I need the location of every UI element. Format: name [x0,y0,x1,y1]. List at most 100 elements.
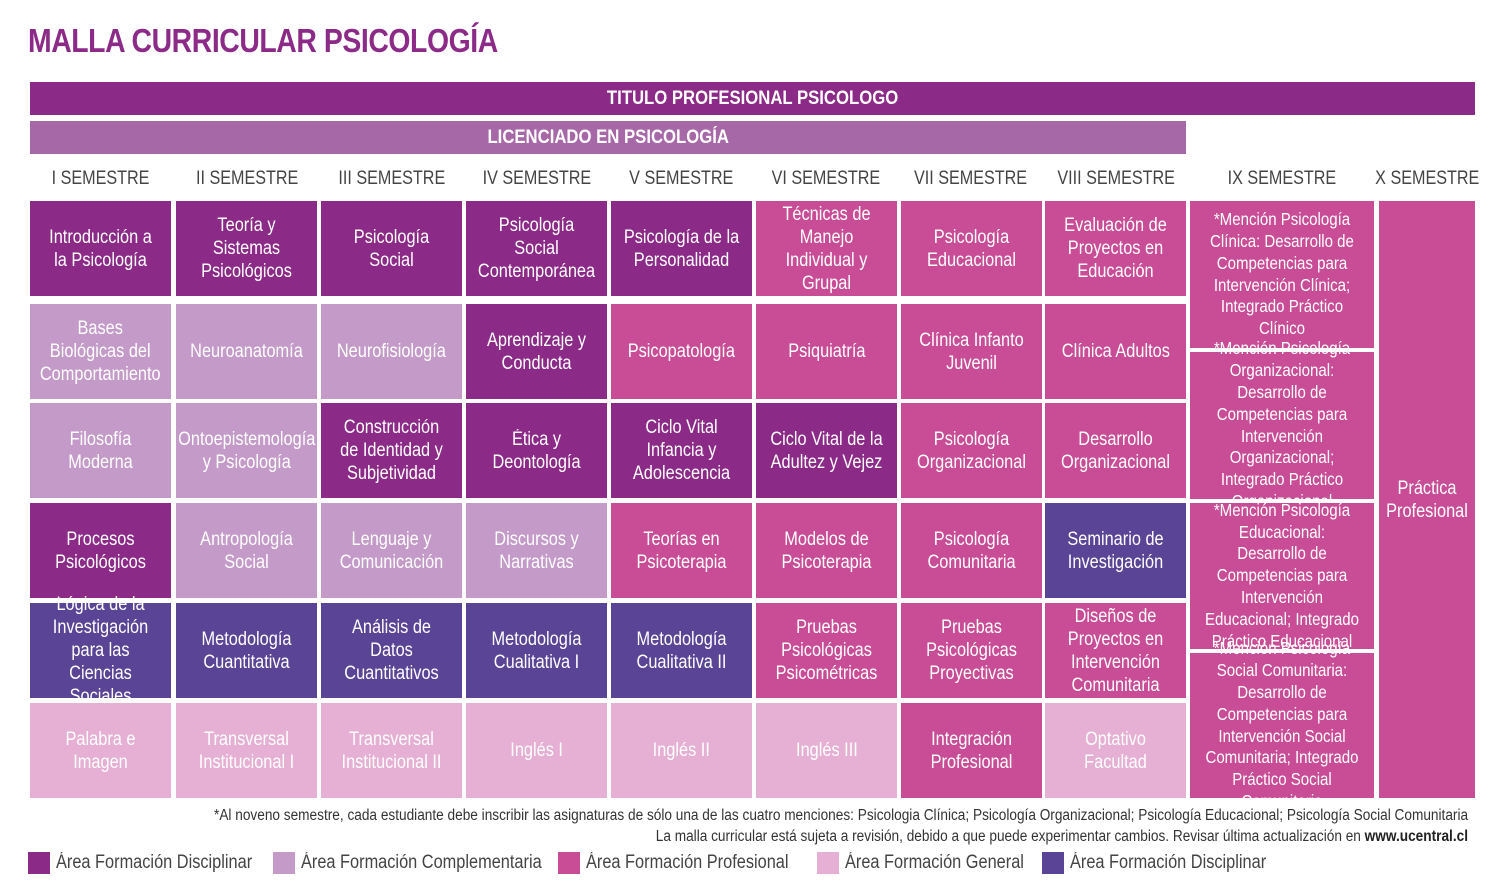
course-name: Construcción de Identidad y Subjetividad [340,417,443,484]
course-name: Transversal Institucional I [198,728,295,773]
course-cell: Psicología de la Personalidad [611,201,752,296]
legend-label: Área Formación General [845,852,1024,873]
course-cell: Psicopatología [611,304,752,399]
footnote-revision-text: La malla curricular está sujeta a revisi… [655,828,1365,845]
course-name: Teorías en Psicoterapia [636,528,727,573]
course-cell: Ciclo Vital de la Adultez y Vejez [756,403,897,498]
course-cell: Introducción a la Psicología [30,201,171,296]
semester-header: X SEMESTRE [1357,164,1497,194]
mencion-text: *Mención Psicología Educacional: Desarro… [1205,499,1359,651]
course-name: Pruebas Psicológicas Psicométricas [775,617,878,684]
course-name: Inglés II [652,740,711,761]
course-cell: Pruebas Psicológicas Psicométricas [756,603,897,698]
course-name: Psicología Organizacional [916,428,1027,473]
semester-header: I SEMESTRE [31,164,171,194]
course-cell: Neuroanatomía [176,304,317,399]
course-name: Discursos y Narrativas [494,528,579,573]
course-cell: Lógica de la Investigación para las Cien… [30,594,171,707]
course-cell: Inglés I [466,703,607,798]
semester-label: I SEMESTRE [52,168,150,189]
course-name: Procesos Psicológicos [55,528,146,573]
course-cell: Ciclo Vital Infancia y Adolescencia [611,403,752,498]
course-name: Introducción a la Psicología [49,226,152,271]
course-name: Bases Biológicas del Comportamiento [40,318,161,385]
semester-header: VI SEMESTRE [756,164,896,194]
legend-item: Área Formación Complementaria [273,852,581,874]
semester-label: V SEMESTRE [628,168,734,189]
legend-item: Área Formación Disciplinar [1042,852,1298,874]
course-cell: Seminario de Investigación [1045,503,1186,598]
course-cell: Bases Biológicas del Comportamiento [30,304,171,399]
legend-label: Área Formación Disciplinar [56,852,253,873]
course-name: Teoría y Sistemas Psicológicos [201,215,292,282]
course-name: Psiquiatría [787,341,866,362]
mencion-cell: *Mención Psicología Educacional: Desarro… [1190,500,1374,651]
course-cell: Ética y Deontología [466,403,607,498]
legend-item: Área Formación General [817,852,1053,874]
footnote-revision: La malla curricular está sujeta a revisi… [656,828,1468,846]
course-name: Inglés III [795,740,858,761]
course-cell: Psiquiatría [756,304,897,399]
course-cell: Ontoepistemología y Psicología [176,403,317,498]
course-name: Aprendizaje y Conducta [486,329,587,374]
course-name: Palabra e Imagen [65,728,136,773]
course-cell: Transversal Institucional I [176,703,317,798]
practica-label: Práctica Profesional [1386,477,1468,522]
legend-label: Área Formación Disciplinar [1070,852,1267,873]
course-name: Neuroanatomía [190,341,303,362]
course-cell: Discursos y Narrativas [466,503,607,598]
course-cell: Clínica Adultos [1045,304,1186,399]
course-name: Técnicas de Manejo Individual y Grupal [782,203,871,294]
semester-label: IV SEMESTRE [482,168,592,189]
semester-header: VIII SEMESTRE [1046,164,1186,194]
course-name: Neurofisiología [336,341,447,362]
semester-label: X SEMESTRE [1374,168,1480,189]
course-cell: Metodología Cualitativa II [611,603,752,698]
course-cell: Psicología Organizacional [901,403,1042,498]
page-title: MALLA CURRICULAR PSICOLOGÍA [28,22,498,59]
mencion-text: *Mención Psicología Clínica: Desarrollo … [1210,209,1354,339]
semester-header: IV SEMESTRE [467,164,607,194]
semester-label: VI SEMESTRE [771,168,881,189]
legend-label: Área Formación Complementaria [301,852,542,873]
course-name: Seminario de Investigación [1067,528,1164,573]
legend-item: Área Formación Disciplinar [28,852,284,874]
semester-label: III SEMESTRE [338,168,446,189]
course-cell: Filosofía Moderna [30,403,171,498]
course-name: Inglés I [510,740,563,761]
course-cell: Evaluación de Proyectos en Educación [1045,201,1186,296]
course-name: Análisis de Datos Cuantitativos [344,617,439,684]
course-cell: Integración Profesional [901,703,1042,798]
footnote-menciones: *Al noveno semestre, cada estudiante deb… [213,807,1468,824]
course-name: Optativo Facultad [1084,728,1147,773]
course-name: Lógica de la Investigación para las Cien… [52,594,149,707]
course-cell: Inglés II [611,703,752,798]
course-name: Psicología de la Personalidad [623,226,740,271]
course-cell: Aprendizaje y Conducta [466,304,607,399]
semester-label: II SEMESTRE [195,168,299,189]
legend-swatch [273,852,295,874]
legend-label: Área Formación Profesional [586,852,789,873]
course-name: Psicología Social Contemporánea [477,215,596,282]
course-name: Desarrollo Organizacional [1060,428,1171,473]
course-name: Modelos de Psicoterapia [781,528,872,573]
website-link[interactable]: www.ucentral.cl [1364,828,1468,845]
course-cell: Construcción de Identidad y Subjetividad [321,403,462,498]
course-cell: Análisis de Datos Cuantitativos [321,603,462,698]
course-name: Clínica Adultos [1061,341,1170,362]
semester-header: II SEMESTRE [177,164,317,194]
course-cell: Palabra e Imagen [30,703,171,798]
course-cell: Diseños de Proyectos en Intervención Com… [1045,603,1186,698]
course-cell: Desarrollo Organizacional [1045,403,1186,498]
semester-header: III SEMESTRE [322,164,462,194]
course-cell: Pruebas Psicológicas Proyectivas [901,603,1042,698]
course-name: Psicología Social [353,226,430,271]
course-name: Ciclo Vital Infancia y Adolescencia [632,417,731,484]
course-cell: Psicología Comunitaria [901,503,1042,598]
course-cell: Técnicas de Manejo Individual y Grupal [756,201,897,296]
course-name: Pruebas Psicológicas Proyectivas [926,617,1017,684]
course-cell: Metodología Cualitativa I [466,603,607,698]
course-cell: Metodología Cuantitativa [176,603,317,698]
course-cell: Inglés III [756,703,897,798]
mencion-text: *Mención Psicología Organizacional: Desa… [1213,338,1351,511]
